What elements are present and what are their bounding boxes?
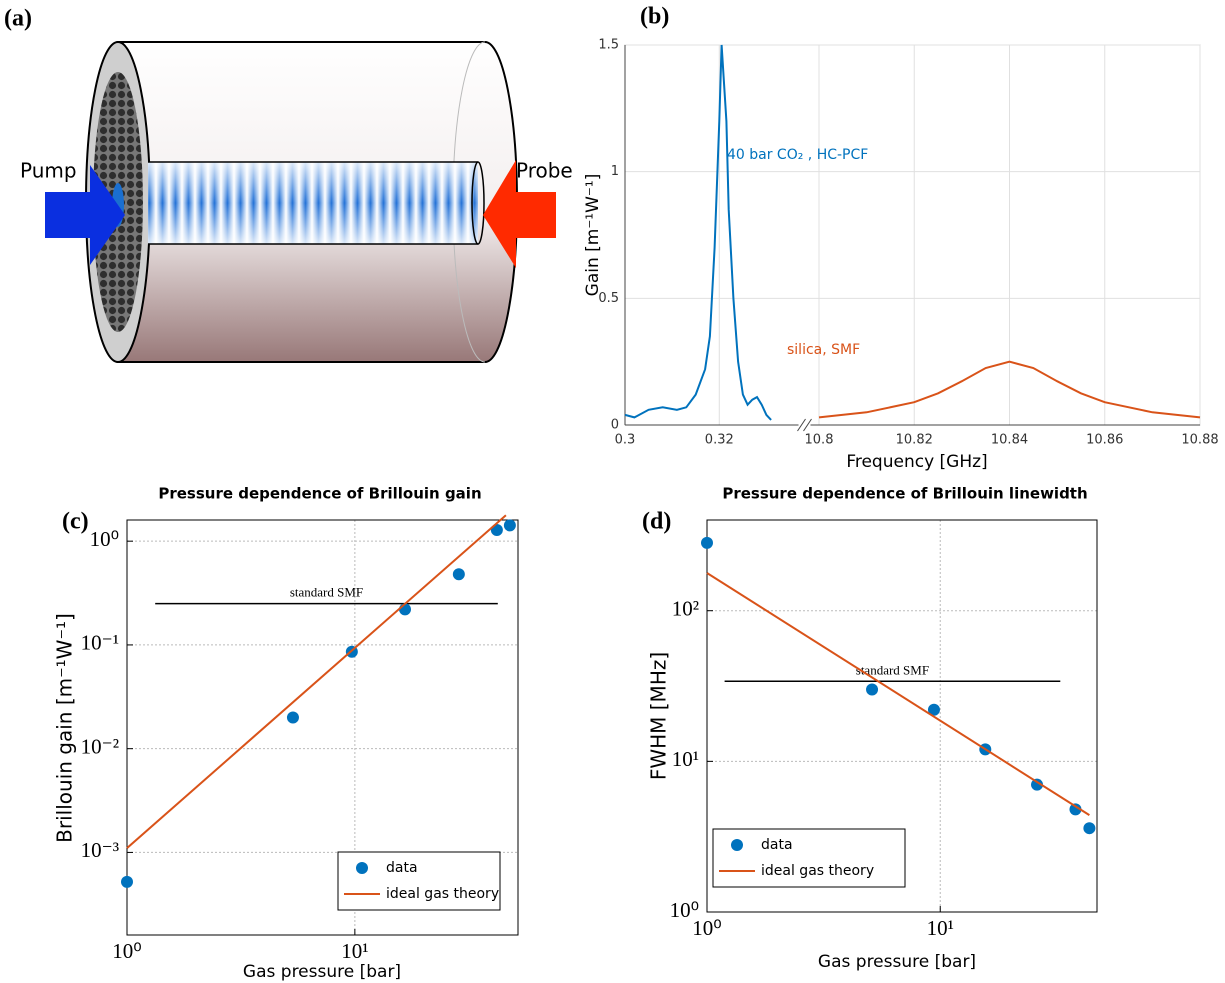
legend-marker: [731, 839, 743, 851]
data-point: [701, 536, 713, 549]
legend-box: [712, 828, 906, 888]
axis-break: [797, 418, 806, 432]
x-tick-label: 10⁰: [112, 939, 141, 963]
data-point: [399, 603, 412, 616]
y-tick-label: 1.5: [598, 38, 619, 53]
pump-label: Pump: [20, 159, 77, 183]
y-tick-label: 10⁻²: [81, 734, 119, 758]
probe-arrow: [483, 160, 556, 268]
chart-title: Pressure dependence of Brillouin gain: [158, 485, 481, 503]
plot-box: [126, 519, 519, 936]
x-tick-label: 10.84: [991, 433, 1028, 448]
panel-label: (c): [62, 509, 89, 535]
x-axis-label: Gas pressure [bar]: [243, 962, 401, 982]
legend-box: [337, 851, 501, 911]
x-axis-label: Frequency [GHz]: [846, 452, 987, 472]
y-axis-label: Brillouin gain [m⁻¹W⁻¹]: [53, 613, 77, 843]
line-series: [126, 514, 507, 849]
y-axis-label: FWHM [MHz]: [647, 652, 671, 780]
data-point: [121, 875, 133, 888]
panel-label: (d): [642, 509, 671, 535]
y-tick-label: 10²: [672, 597, 699, 621]
data-point: [1083, 822, 1096, 835]
data-point: [1031, 778, 1044, 791]
line-series: [624, 44, 772, 421]
pump-arrow: [45, 165, 125, 265]
x-tick-label: 10.88: [1181, 433, 1218, 448]
legend-label: ideal gas theory: [761, 863, 874, 879]
legend-label: data: [386, 860, 418, 876]
legend-marker: [356, 862, 368, 874]
probe-label: Probe: [516, 159, 573, 183]
y-tick-label: 1: [611, 164, 619, 179]
y-tick-label: 10⁻³: [81, 838, 119, 862]
plot-box: [706, 519, 1098, 913]
y-tick-label: 10⁻¹: [81, 631, 119, 655]
axis-break-gap: [798, 422, 811, 428]
x-tick-label: 0.3: [615, 433, 636, 448]
data-point: [866, 683, 879, 696]
data-point: [503, 519, 516, 532]
y-tick-label: 10¹: [672, 747, 699, 771]
x-tick-label: 10.82: [896, 433, 933, 448]
axis-break: [803, 418, 812, 432]
reference-label: standard SMF: [856, 662, 929, 677]
y-tick-label: 10⁰: [90, 527, 119, 551]
x-tick-label: 10.8: [805, 433, 834, 448]
diagram: (a) Pump Probe: [4, 6, 573, 363]
chart-title: Pressure dependence of Brillouin linewid…: [722, 485, 1087, 503]
x-tick-label: 10¹: [341, 939, 368, 963]
line-series: [818, 360, 1201, 419]
data-point: [1069, 803, 1082, 816]
beam-end: [471, 161, 485, 245]
x-tick-label: 10¹: [927, 916, 954, 940]
y-tick-label: 10⁰: [670, 898, 699, 922]
line-series: [706, 572, 1090, 816]
panel-label: (a): [4, 6, 32, 32]
y-tick-label: 0: [611, 418, 619, 433]
legend-label: data: [761, 837, 793, 853]
y-axis-label: Gain [m⁻¹W⁻¹]: [583, 174, 603, 297]
x-tick-label: 0.32: [705, 433, 734, 448]
reference-label: standard SMF: [290, 585, 363, 600]
series-label: silica, SMF: [787, 342, 860, 358]
y-tick-label: 0.5: [598, 291, 619, 306]
data-point: [286, 711, 299, 724]
wave-fade: [148, 162, 478, 244]
data-point: [452, 568, 465, 581]
legend-label: ideal gas theory: [386, 886, 499, 902]
series-label: 40 bar CO₂ , HC-PCF: [727, 147, 868, 163]
panel-label: (b): [640, 4, 669, 30]
x-tick-label: 10⁰: [692, 916, 721, 940]
plot-box: [624, 44, 1201, 426]
x-axis-label: Gas pressure [bar]: [818, 952, 976, 972]
data-point: [927, 703, 940, 716]
x-tick-label: 10.86: [1086, 433, 1123, 448]
